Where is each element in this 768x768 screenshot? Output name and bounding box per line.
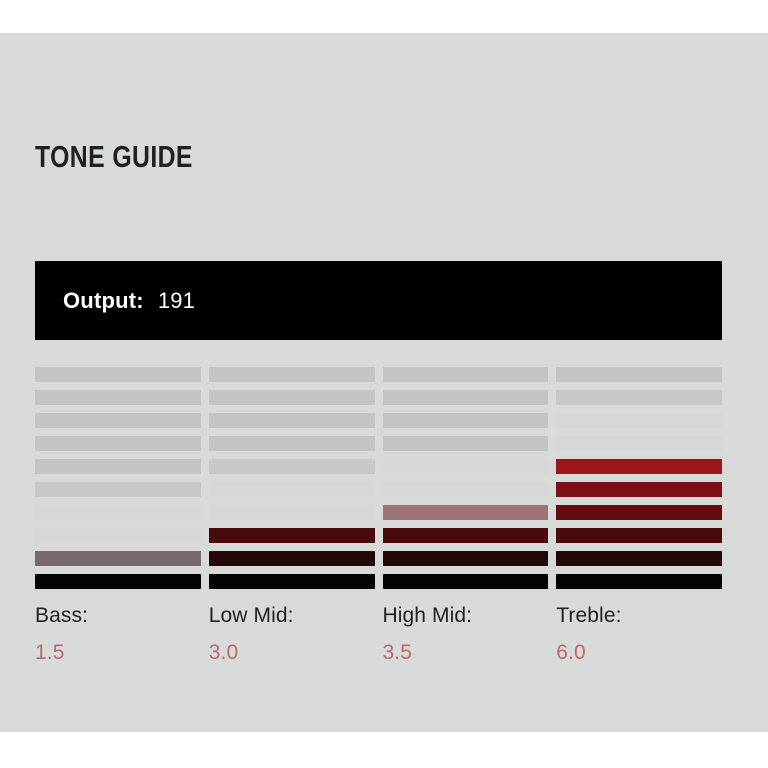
meter-segment[interactable] bbox=[208, 436, 375, 451]
meter-segment[interactable] bbox=[208, 551, 375, 566]
meter-segment[interactable] bbox=[382, 459, 549, 474]
meter-column-bass[interactable] bbox=[35, 367, 201, 589]
band-label-group: Treble: 6.0 bbox=[556, 605, 722, 663]
band-label-group: High Mid: 3.5 bbox=[383, 605, 549, 663]
meter-segment[interactable] bbox=[382, 390, 549, 405]
band-name: Treble: bbox=[556, 604, 622, 627]
meter-segment[interactable] bbox=[556, 528, 722, 543]
meter-segment[interactable] bbox=[382, 413, 549, 428]
band-labels: Bass: 1.5 Low Mid: 3.0 High Mid: 3.5 Treble: 6.… bbox=[35, 605, 722, 663]
meter-segment[interactable] bbox=[208, 574, 375, 589]
output-label: Output: bbox=[63, 287, 144, 313]
meter-segment[interactable] bbox=[208, 390, 375, 405]
meter-column-treble[interactable] bbox=[556, 367, 722, 589]
meter-segment[interactable] bbox=[382, 482, 549, 497]
meter-segment[interactable] bbox=[35, 459, 201, 474]
meter-segment[interactable] bbox=[35, 436, 201, 451]
meter-segment[interactable] bbox=[382, 505, 549, 520]
meter-segment[interactable] bbox=[382, 436, 549, 451]
meter-segment[interactable] bbox=[35, 505, 201, 520]
meter-segment[interactable] bbox=[208, 413, 375, 428]
band-value: 3.5 bbox=[382, 641, 412, 664]
meter-segment[interactable] bbox=[382, 528, 549, 543]
meter-segment[interactable] bbox=[35, 482, 201, 497]
meter-segment[interactable] bbox=[35, 574, 201, 589]
meter-column-high-mid[interactable] bbox=[382, 367, 549, 589]
meter-segment[interactable] bbox=[382, 551, 549, 566]
band-label-group: Bass: 1.5 bbox=[35, 605, 201, 663]
band-value: 6.0 bbox=[556, 641, 586, 664]
meter-segment[interactable] bbox=[35, 390, 201, 405]
page-title: TONE GUIDE bbox=[35, 139, 193, 174]
meter-grid bbox=[35, 367, 722, 589]
meter-segment[interactable] bbox=[208, 482, 375, 497]
meter-segment[interactable] bbox=[556, 436, 722, 451]
meter-column-low-mid[interactable] bbox=[208, 367, 375, 589]
meter-segment[interactable] bbox=[208, 528, 375, 543]
meter-segment[interactable] bbox=[35, 528, 201, 543]
meter-segment[interactable] bbox=[556, 367, 722, 382]
meter-segment[interactable] bbox=[556, 551, 722, 566]
tone-guide-panel: TONE GUIDE Output: 191 Bass: 1.5 Low Mid: 3… bbox=[0, 33, 768, 732]
meter-segment[interactable] bbox=[35, 413, 201, 428]
meter-segment[interactable] bbox=[556, 482, 722, 497]
output-display: Output: 191 bbox=[35, 261, 722, 340]
meter-segment[interactable] bbox=[35, 367, 201, 382]
meter-segment[interactable] bbox=[35, 551, 201, 566]
meter-segment[interactable] bbox=[556, 459, 722, 474]
meter-segment[interactable] bbox=[556, 413, 722, 428]
output-value: 191 bbox=[157, 287, 196, 313]
band-name: Low Mid: bbox=[208, 604, 294, 627]
meter-segment[interactable] bbox=[382, 367, 549, 382]
meter-segment[interactable] bbox=[556, 390, 722, 405]
meter-segment[interactable] bbox=[208, 459, 375, 474]
meter-segment[interactable] bbox=[208, 367, 375, 382]
band-label-group: Low Mid: 3.0 bbox=[209, 605, 375, 663]
meter-segment[interactable] bbox=[382, 574, 549, 589]
band-name: Bass: bbox=[35, 604, 89, 627]
meter-segment[interactable] bbox=[208, 505, 375, 520]
band-value: 3.0 bbox=[208, 641, 239, 664]
band-value: 1.5 bbox=[35, 641, 65, 664]
band-name: High Mid: bbox=[382, 604, 473, 627]
meter-segment[interactable] bbox=[556, 574, 722, 589]
meter-segment[interactable] bbox=[556, 505, 722, 520]
